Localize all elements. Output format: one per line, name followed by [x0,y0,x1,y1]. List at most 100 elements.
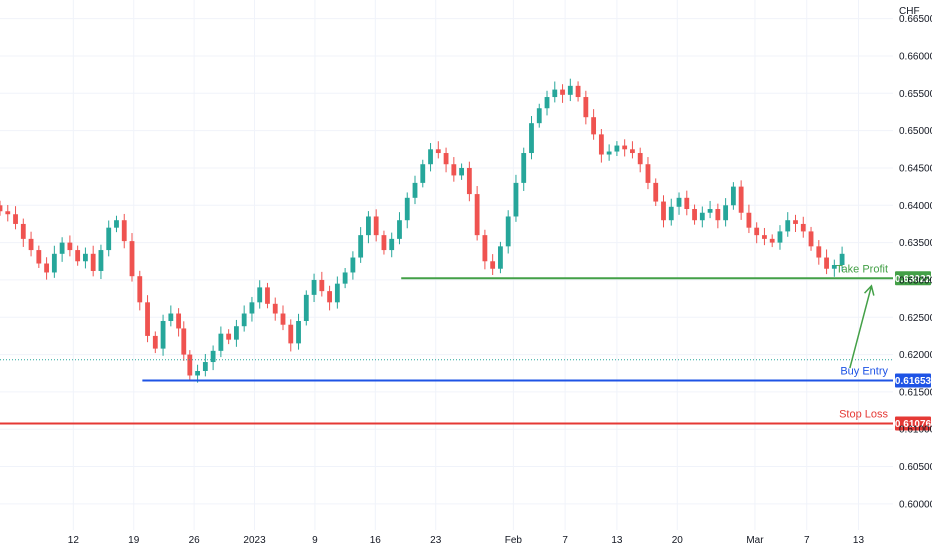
candle-body [668,206,674,221]
arrow-head [864,284,875,296]
candle [661,195,666,228]
x-tick-label: Feb [505,535,523,546]
candle [746,204,752,234]
candle-body [505,216,511,247]
candle-body [181,328,187,355]
candle [474,186,480,241]
x-tick-label: 12 [68,535,80,546]
candle-body [20,223,26,239]
candle-body [145,302,150,336]
candle-body [754,227,760,236]
arrow-shaft [849,285,873,369]
candle-body [327,291,332,303]
x-tick-label: 19 [128,535,140,546]
candle-body [187,354,193,376]
candle [699,206,705,228]
candle-body [319,279,325,292]
candle [544,90,550,116]
y-tick-label: 0.65500 [899,89,932,100]
candle [536,103,542,128]
y-axis: 0.66500 0.66000 0.65500 0.65000 0.64500 0.640… [899,14,932,510]
candle-body [373,216,379,236]
y-tick-label: 0.62500 [899,313,932,324]
candle-body [296,320,301,344]
candle [645,157,651,190]
candle [311,273,317,303]
candle-body [653,182,659,202]
candle-body [272,303,278,314]
candle [676,192,682,215]
candle [145,295,150,343]
candle-body [451,164,457,176]
currency-label: CHF [899,6,920,17]
candle [20,218,26,247]
candle-body [358,235,364,258]
y-tick-label: 0.61500 [899,387,932,398]
y-tick-label: 0.64000 [899,201,932,212]
candle-body [816,246,822,258]
candle [218,326,224,358]
candle-body [490,261,496,269]
candle [466,161,472,202]
candle [606,144,612,161]
candle [234,319,239,347]
candle [412,175,418,205]
candle [249,296,255,322]
candle-body [808,231,814,247]
candle [839,246,845,272]
candle [715,203,721,229]
candle [366,211,371,244]
candle-body [699,212,705,221]
candle [121,213,127,249]
candle-body [75,250,81,262]
candle-body [723,205,729,221]
candle-body [226,333,232,340]
candle-body [785,220,791,232]
y-tick-label: 0.63500 [899,238,932,249]
candle [210,345,216,371]
candle [152,331,158,354]
candle-body [195,371,200,376]
candle-body [51,253,57,273]
grid [0,0,893,530]
candle [176,308,182,337]
candle [622,139,628,157]
candle [226,329,232,345]
candle [327,285,332,311]
candle [67,235,73,257]
candle-body [129,241,135,277]
candle-body [5,211,11,215]
candle [505,210,511,254]
candle [793,214,798,233]
candle [241,305,247,332]
candle [389,232,395,258]
candle [785,212,791,237]
candle [459,163,465,180]
candle-body [311,279,317,295]
candle [319,271,325,297]
candle [443,147,449,173]
candle-body [552,89,558,98]
candle-body [769,238,775,243]
candle-body [715,209,721,221]
candle [428,143,433,172]
candle [137,270,143,311]
candle-body [36,250,42,264]
candle-body [529,123,534,154]
candle [342,267,348,289]
candle [272,297,278,321]
candle-body [257,287,263,303]
candle [288,319,294,352]
candle [435,141,441,159]
candle [420,159,426,188]
candle-body [459,167,465,176]
candle [762,227,767,246]
candle-body [521,153,527,183]
candle-body [168,313,174,321]
candle-body [482,235,488,262]
candle [754,222,760,244]
candle [769,234,775,248]
x-tick-label: 16 [370,535,382,546]
